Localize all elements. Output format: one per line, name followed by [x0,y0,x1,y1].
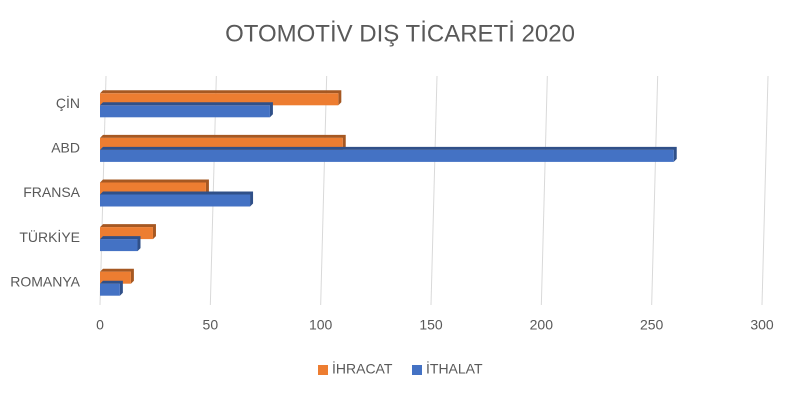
x-tick-label: 100 [309,317,333,333]
y-tick-label: ROMANYA [10,273,80,289]
y-tick-label: FRANSA [23,184,80,200]
x-tick-label: 0 [96,317,104,333]
x-tick-label: 50 [203,317,219,333]
y-tick-label: ABD [51,140,80,156]
bar [100,194,251,207]
grid-line [430,75,438,306]
legend-swatch [318,365,328,375]
x-tick-label: 200 [530,317,554,333]
chart-title: OTOMOTİV DIŞ TİCARETİ 2020 [225,20,575,47]
legend-swatch [412,365,422,375]
bar [100,283,120,296]
legend-label: İHRACAT [332,360,393,377]
grid-line [320,75,328,306]
grid-line [540,75,548,306]
bar [100,239,138,252]
x-tick-label: 300 [750,317,774,333]
grid-line [651,75,659,306]
bar [100,149,674,162]
bar [100,105,270,118]
legend-label: İTHALAT [426,360,483,377]
y-tick-label: TÜRKİYE [19,228,80,245]
grid-line [761,75,769,306]
x-tick-label: 250 [640,317,664,333]
y-tick-label: ÇİN [56,94,80,111]
x-tick-label: 150 [419,317,443,333]
